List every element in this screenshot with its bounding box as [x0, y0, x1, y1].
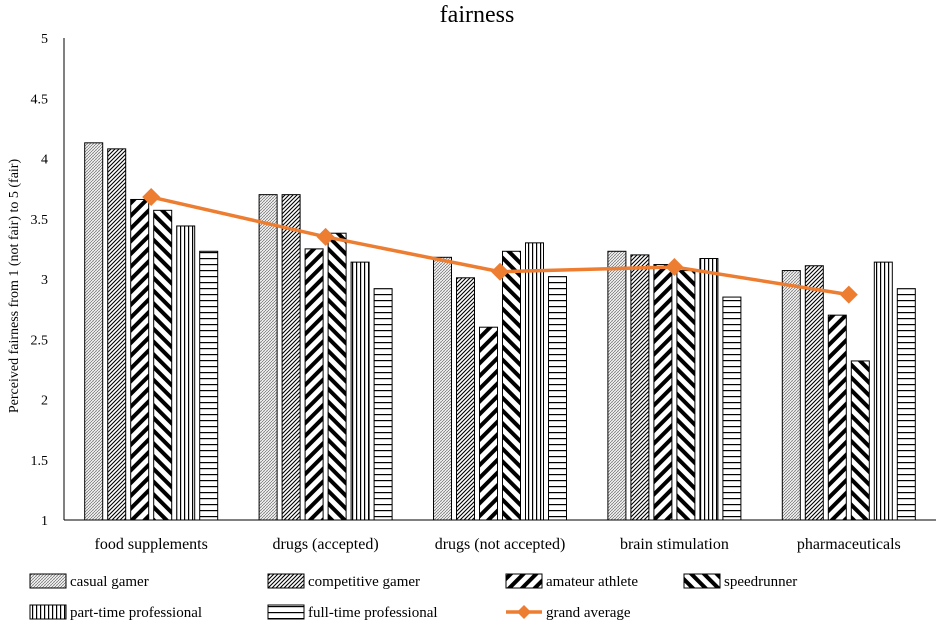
grand-average-marker: [839, 285, 858, 304]
legend-label: competitive gamer: [308, 574, 420, 590]
legend-label: part-time professional: [70, 605, 202, 621]
bar-competitive-gamer-3: [630, 254, 650, 521]
bar-full-time-professional-1: [373, 288, 393, 521]
axes: [63, 38, 936, 521]
bar-competitive-gamer-0: [107, 148, 127, 521]
x-axis-labels: food supplements drugs (accepted) drugs (n…: [95, 536, 901, 553]
bars: [84, 142, 916, 521]
y-axis-label: Perceived fairness from 1 (not fair) to …: [7, 159, 22, 414]
bar-part-time-professional-1: [350, 261, 370, 521]
bar-amateur-athlete-1: [304, 248, 324, 521]
bar-speedrunner-4: [850, 360, 870, 521]
x-category-label: brain stimulation: [620, 536, 729, 553]
legend-label: amateur athlete: [546, 574, 638, 590]
x-category-label: pharmaceuticals: [797, 536, 901, 553]
y-tick-label: 2.5: [31, 333, 49, 348]
bar-full-time-professional-2: [548, 276, 567, 521]
bar-casual-gamer-3: [607, 250, 627, 521]
bar-competitive-gamer-2: [456, 277, 475, 521]
bar-casual-gamer-4: [781, 270, 801, 521]
y-tick-label: 3.5: [31, 213, 49, 228]
legend-swatch: [267, 573, 305, 589]
legend-swatch: [29, 604, 67, 620]
y-axis-ticks: 1 1.5 2 2.5 3 3.5 4 4.5 5: [31, 32, 49, 529]
bar-speedrunner-2: [502, 250, 521, 521]
legend-label: casual gamer: [70, 574, 149, 590]
y-tick-label: 4.5: [31, 92, 49, 107]
bar-full-time-professional-3: [722, 296, 742, 521]
bar-competitive-gamer-4: [804, 265, 824, 521]
bar-amateur-athlete-4: [827, 314, 847, 521]
legend-swatch-marker: [517, 605, 531, 619]
legend-swatch: [505, 573, 543, 589]
y-tick-label: 5: [41, 32, 48, 47]
bar-casual-gamer-1: [258, 194, 278, 521]
y-tick-label: 2: [41, 394, 48, 409]
x-category-label: drugs (accepted): [273, 536, 379, 553]
bar-full-time-professional-0: [199, 250, 219, 521]
y-tick-label: 1: [41, 514, 48, 529]
legend-label: grand average: [546, 605, 631, 621]
grand-average-marker: [142, 188, 161, 207]
grand-average-marker: [665, 257, 684, 276]
y-tick-label: 3: [41, 273, 48, 288]
bar-speedrunner-1: [327, 232, 347, 521]
legend-swatch: [267, 604, 305, 620]
bar-casual-gamer-2: [433, 256, 452, 521]
legend: casual gamer competitive gamer amateur ath…: [29, 573, 797, 621]
grand-average-line: [142, 188, 858, 304]
bar-part-time-professional-0: [176, 225, 196, 521]
legend-label: full-time professional: [308, 605, 438, 621]
x-category-label: food supplements: [95, 536, 208, 553]
legend-label: speedrunner: [724, 574, 797, 590]
x-category-label: drugs (not accepted): [435, 536, 566, 553]
grand-average-marker: [316, 227, 335, 246]
bar-part-time-professional-3: [699, 258, 719, 521]
bar-part-time-professional-2: [525, 242, 544, 521]
bar-casual-gamer-0: [84, 142, 104, 521]
grand-average-marker: [491, 262, 509, 281]
y-tick-label: 1.5: [31, 454, 49, 469]
y-tick-label: 4: [41, 153, 48, 168]
bar-amateur-athlete-0: [130, 198, 150, 521]
bar-amateur-athlete-2: [479, 326, 498, 521]
chart-title: fairness: [440, 2, 515, 28]
bar-competitive-gamer-1: [281, 194, 301, 521]
legend-swatch: [29, 573, 67, 589]
bar-part-time-professional-4: [873, 261, 893, 521]
legend-swatch: [683, 573, 721, 589]
bar-full-time-professional-4: [896, 288, 916, 521]
bar-amateur-athlete-3: [653, 264, 673, 521]
bar-speedrunner-0: [153, 209, 173, 521]
bar-speedrunner-3: [676, 270, 696, 521]
